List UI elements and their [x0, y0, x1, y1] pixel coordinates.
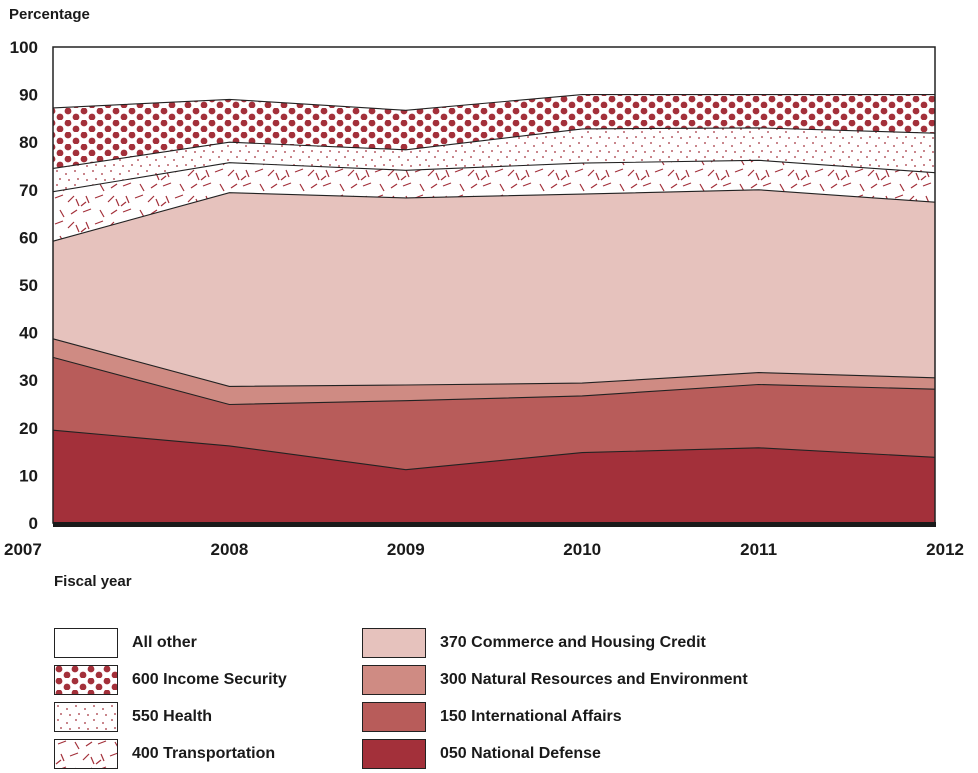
x-tick-label: 2007 [4, 540, 42, 559]
legend-item-all-other: All other [54, 626, 197, 660]
line-370-commerce-and-housing-credit [52, 189, 936, 242]
legend-label: 050 National Defense [440, 745, 601, 762]
legend-label: 400 Transportation [132, 745, 276, 762]
x-tick-label: 2012 [926, 540, 964, 559]
y-tick-label: 90 [19, 86, 38, 105]
legend-label: 370 Commerce and Housing Credit [440, 634, 706, 651]
x-axis-title: Fiscal year [54, 573, 132, 590]
x-tick-label: 2009 [387, 540, 425, 559]
y-tick-label: 0 [29, 514, 38, 533]
y-tick-label: 80 [19, 133, 38, 152]
line-600-income-security [52, 94, 935, 111]
legend-swatch [54, 665, 118, 695]
y-tick-label: 40 [19, 324, 38, 343]
legend-label: 550 Health [132, 708, 213, 725]
area-600-income-security [53, 94, 935, 169]
area-150-international-affairs [53, 357, 935, 470]
y-tick-label: 20 [19, 419, 38, 438]
line-050-national-defense [52, 429, 936, 471]
y-tick-label: 70 [19, 181, 38, 200]
legend-item-550-health: 550 Health [54, 700, 212, 734]
area-370-commerce-and-housing-credit [53, 189, 935, 387]
y-tick-label: 30 [19, 371, 38, 390]
legend-label: 150 International Affairs [440, 708, 622, 725]
line-550-health [52, 127, 936, 169]
legend-item-600-income-security: 600 Income Security [54, 663, 287, 697]
y-tick-label: 100 [10, 38, 38, 57]
legend-swatch [362, 628, 426, 658]
area-300-natural-resources-and-environment [53, 338, 935, 405]
legend-swatch [54, 739, 118, 769]
legend-item-400-transportation: 400 Transportation [54, 737, 275, 771]
line-300-natural-resources-and-environment [52, 338, 936, 387]
legend-item-050-national-defense: 050 National Defense [362, 737, 601, 771]
axis-ticks: 0 10 20 30 40 50 60 70 80 90 100 2007 2008 2009 2010 20… [4, 38, 964, 559]
line-400-transportation [52, 159, 936, 193]
x-tick-label: 2011 [740, 540, 777, 559]
y-axis-title: Percentage [9, 6, 90, 23]
x-tick-label: 2008 [210, 540, 248, 559]
area-400-transportation [53, 160, 935, 242]
legend-item-370-commerce-and-housing-credit: 370 Commerce and Housing Credit [362, 626, 706, 660]
area-550-health [53, 127, 935, 192]
legend-swatch [362, 702, 426, 732]
legend-swatch [54, 628, 118, 658]
line-150-international-affairs [52, 356, 936, 406]
x-axis-baseline [53, 522, 936, 527]
legend-label: 600 Income Security [132, 671, 287, 688]
y-tick-label: 10 [19, 466, 38, 485]
legend-swatch [54, 702, 118, 732]
area-050-national-defense [53, 430, 935, 523]
x-tick-label: 2010 [563, 540, 601, 559]
y-tick-label: 60 [19, 228, 38, 247]
legend-swatch [362, 665, 426, 695]
legend-label: 300 Natural Resources and Environment [440, 671, 748, 688]
legend-item-300-natural-resources-and-environment: 300 Natural Resources and Environment [362, 663, 748, 697]
legend-swatch [362, 739, 426, 769]
legend-label: All other [132, 634, 197, 651]
y-tick-label: 50 [19, 276, 38, 295]
legend-item-150-international-affairs: 150 International Affairs [362, 700, 622, 734]
